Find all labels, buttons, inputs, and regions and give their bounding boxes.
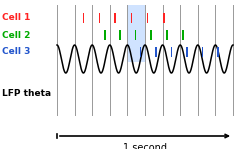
Bar [166,30,168,40]
Bar [147,13,148,23]
Bar [140,47,141,57]
Bar [202,47,203,57]
Text: Cell 1: Cell 1 [2,14,30,22]
Text: Cell 3: Cell 3 [2,48,30,56]
Bar [186,47,188,57]
Bar [155,47,157,57]
Text: Cell 2: Cell 2 [2,31,30,39]
Text: 1 second: 1 second [123,143,167,149]
Bar [182,30,184,40]
Bar [150,30,152,40]
Bar [127,5,145,62]
Bar [163,13,165,23]
Bar [131,13,132,23]
Bar [217,47,219,57]
Bar [83,13,84,23]
Bar [171,47,172,57]
Text: LFP theta: LFP theta [2,89,51,97]
Bar [119,30,121,40]
Bar [99,13,100,23]
Bar [135,30,136,40]
Bar [104,30,106,40]
Bar [114,13,116,23]
